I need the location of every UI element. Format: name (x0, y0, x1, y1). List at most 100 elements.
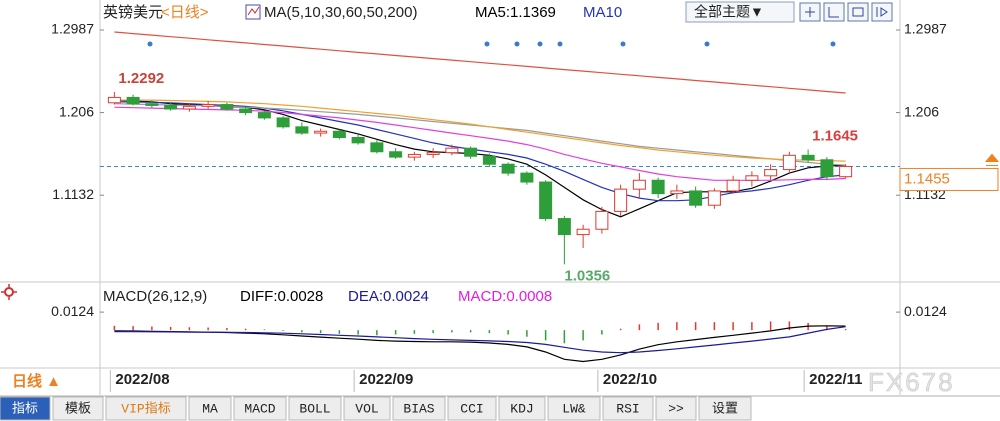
toolbar-tab-label[interactable]: CCI (460, 401, 483, 416)
watermark: FX678 (868, 367, 955, 397)
y-tick-label: 0.0124 (904, 303, 947, 319)
candle-body (782, 154, 796, 171)
candle-body (670, 190, 684, 195)
candle-body (257, 112, 271, 119)
candle-body (482, 155, 496, 165)
toolbar-tab[interactable] (105, 396, 187, 421)
candle-body (557, 218, 571, 236)
price-annotation: 1.1645 (812, 127, 858, 144)
toolbar-tab[interactable] (288, 396, 342, 421)
legend-entry: MACD:0.0008 (458, 288, 552, 305)
toolbar-tab-label[interactable]: KDJ (510, 401, 533, 416)
candle-body (295, 126, 309, 134)
toolbar-tab[interactable] (233, 396, 287, 421)
candle-body (164, 104, 178, 110)
macd-settings-icon[interactable] (1, 284, 17, 300)
toolbar-tab[interactable] (698, 396, 752, 421)
x-tick-label: 2022/09 (359, 371, 413, 388)
toolbar-tab-label[interactable]: MACD (244, 401, 275, 416)
candle-body (201, 104, 215, 107)
event-marker (704, 41, 710, 47)
toolbar-tab-label[interactable]: 设置 (712, 401, 738, 416)
candle-body (182, 105, 196, 110)
toolbar-tab-label[interactable]: LW& (562, 401, 586, 416)
y-tick-label: 1.2987 (904, 21, 947, 37)
toolbar-tab[interactable] (0, 396, 51, 421)
macd-title: MACD(26,12,9) (103, 288, 207, 305)
event-marker (557, 41, 563, 47)
tool-button[interactable] (823, 2, 845, 22)
toolbar-tab-label[interactable]: VIP指标 (121, 401, 170, 416)
candle-body (632, 179, 646, 190)
toolbar-tab-label[interactable]: MA (202, 401, 218, 416)
event-markers (147, 41, 836, 47)
theme-button-label[interactable]: 全部主题▼ (694, 4, 764, 20)
toolbar-tab[interactable] (188, 396, 232, 421)
toolbar-tab[interactable] (447, 396, 497, 421)
ma-line (114, 99, 846, 162)
ma-line (114, 31, 846, 94)
event-marker (484, 41, 490, 47)
ma-line (114, 106, 846, 181)
toolbar-tab[interactable] (52, 396, 104, 421)
x-tick-label: 2022/08 (115, 371, 169, 388)
candle-body (407, 153, 421, 158)
icon-ring (4, 287, 14, 297)
y-tick-label: 1.1132 (52, 186, 94, 202)
toolbar-tab-label[interactable]: BIAS (403, 401, 434, 416)
candle-body (389, 151, 403, 158)
event-marker (147, 41, 153, 47)
candle-body (145, 103, 159, 106)
toolbar-tab-label[interactable]: VOL (355, 401, 378, 416)
legend-entry: DIFF:0.0028 (240, 288, 323, 305)
candle-body (801, 154, 815, 161)
legend-entry: DEA:0.0024 (348, 288, 429, 305)
price-annotation: 1.0356 (564, 267, 610, 284)
period-switch[interactable]: 日线 ▲ (12, 372, 61, 390)
toolbar-tab-label[interactable]: 模板 (65, 401, 91, 416)
toolbar-tab[interactable] (655, 396, 697, 421)
event-marker (620, 41, 626, 47)
candle-body (820, 159, 834, 178)
candle-body (726, 179, 740, 192)
toolbar-tab-label[interactable]: >> (668, 401, 684, 416)
event-marker (514, 41, 520, 47)
toolbar-tab[interactable] (343, 396, 391, 421)
tool-buttons (799, 2, 893, 22)
toolbar-tab-label[interactable]: RSI (616, 401, 639, 416)
candle-body (426, 152, 440, 155)
y-tick-label: 1.206 (59, 103, 94, 119)
period[interactable]: <日线> (161, 4, 209, 21)
candle-body (332, 130, 346, 139)
price-marker (984, 153, 1000, 166)
toolbar-tab[interactable] (392, 396, 446, 421)
toolbar-tab[interactable] (498, 396, 546, 421)
candle-body (220, 104, 234, 110)
legend-entry: MA10 (583, 4, 622, 21)
toolbar-tab-label[interactable]: 指标 (12, 401, 38, 416)
candle-body (614, 188, 628, 212)
tool-icon (805, 7, 888, 18)
candle-body (239, 108, 253, 114)
toolbar: 指标 模板 VIP指标 MA MACD BOLL VOL BIAS CCI KDJ LW& RSI >>… (0, 396, 752, 421)
theme-button[interactable] (685, 1, 795, 23)
candle-body (595, 210, 609, 230)
legend-entry: MA5:1.1369 (475, 4, 556, 21)
tool-button[interactable] (871, 2, 893, 22)
price-label: 1.1455 (904, 170, 950, 187)
icon-rays (1, 284, 17, 300)
price-box (899, 167, 999, 191)
tool-button[interactable] (847, 2, 869, 22)
toolbar-tab[interactable] (547, 396, 601, 421)
candle-body (501, 163, 515, 174)
y-tick-label: 1.2987 (51, 21, 94, 37)
ma-title: MA(5,10,30,60,50,200) (264, 4, 417, 21)
ma-line (114, 101, 846, 202)
toolbar-tab-label[interactable]: BOLL (299, 401, 330, 416)
candle-body (445, 147, 459, 154)
candle-body (707, 190, 721, 206)
ma-icon (245, 4, 261, 20)
toolbar-tab[interactable] (602, 396, 654, 421)
